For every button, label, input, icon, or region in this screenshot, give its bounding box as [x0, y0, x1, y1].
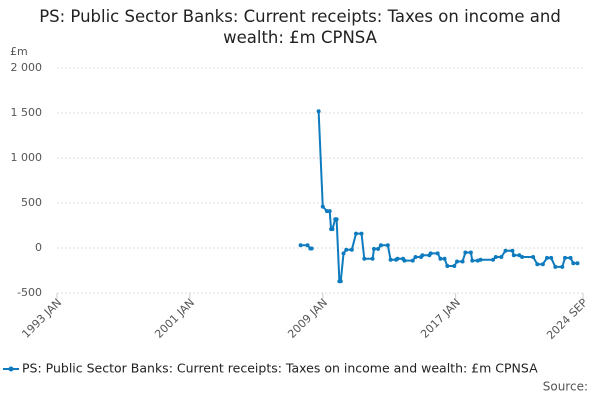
data-point [385, 243, 390, 248]
data-point [359, 231, 364, 236]
data-point [341, 251, 346, 256]
data-point [298, 243, 303, 248]
data-point [349, 247, 354, 252]
data-point [520, 255, 525, 259]
x-tick-label: 1993 JAN [19, 296, 64, 341]
data-point [305, 243, 310, 248]
data-point [362, 256, 367, 261]
data-point [470, 258, 475, 263]
data-point [420, 253, 425, 258]
data-point [338, 279, 343, 284]
data-point [553, 264, 558, 269]
data-point [435, 251, 440, 256]
data-point [442, 256, 447, 261]
data-point [503, 248, 508, 253]
data-point [571, 261, 576, 266]
data-point [395, 256, 400, 261]
data-point [545, 255, 550, 260]
source: Source: [543, 380, 588, 394]
data-point [371, 246, 376, 251]
data-point [511, 253, 516, 258]
x-tick-label: 2001 JAN [152, 296, 197, 341]
data-point [491, 257, 496, 262]
data-point [560, 264, 565, 269]
data-point [568, 255, 573, 260]
data-point [468, 250, 473, 255]
series-line [300, 111, 578, 283]
data-point [410, 258, 415, 263]
data-point [316, 109, 321, 114]
data-point [353, 231, 358, 236]
y-tick-label: -500 [17, 286, 42, 299]
y-tick-label: 1 500 [11, 106, 43, 119]
data-point [309, 246, 314, 251]
data-point [463, 250, 468, 255]
data-point [413, 255, 418, 259]
data-point [378, 243, 383, 248]
data-point [540, 262, 545, 267]
x-tick-label: 2017 JAN [418, 296, 463, 341]
data-point [455, 259, 460, 264]
chart-title: PS: Public Sector Banks: Current receipt… [39, 7, 561, 47]
data-point [344, 247, 349, 252]
data-point [460, 259, 465, 264]
legend-marker [8, 366, 14, 372]
data-point [493, 255, 498, 259]
data-point [402, 258, 407, 263]
data-point [445, 264, 450, 268]
data-point [324, 209, 329, 214]
y-tick-label: 2 000 [11, 61, 43, 74]
data-point [563, 255, 568, 260]
data-point [499, 255, 504, 259]
data-point [334, 217, 339, 222]
data-point [478, 257, 483, 262]
y-tick-label: 1 000 [11, 151, 43, 164]
y-tick-label: 0 [35, 241, 42, 254]
x-tick-label: 2024 SEP [544, 296, 590, 342]
data-point [438, 256, 443, 261]
data-point [388, 257, 393, 262]
y-tick-label: 500 [21, 196, 42, 209]
data-point [376, 246, 381, 251]
data-point [330, 227, 335, 232]
x-tick-label: 2009 JAN [285, 296, 330, 341]
data-point [320, 204, 325, 209]
data-point [531, 255, 536, 259]
data-point [510, 248, 515, 253]
data-point [428, 251, 433, 256]
y-axis-label: £m [10, 45, 28, 58]
data-point [575, 261, 580, 266]
data-point [549, 255, 554, 260]
data-point [327, 209, 332, 214]
legend-label: PS: Public Sector Banks: Current receipt… [22, 361, 538, 376]
data-point [535, 262, 540, 267]
data-point [452, 264, 457, 268]
data-point [370, 256, 375, 261]
